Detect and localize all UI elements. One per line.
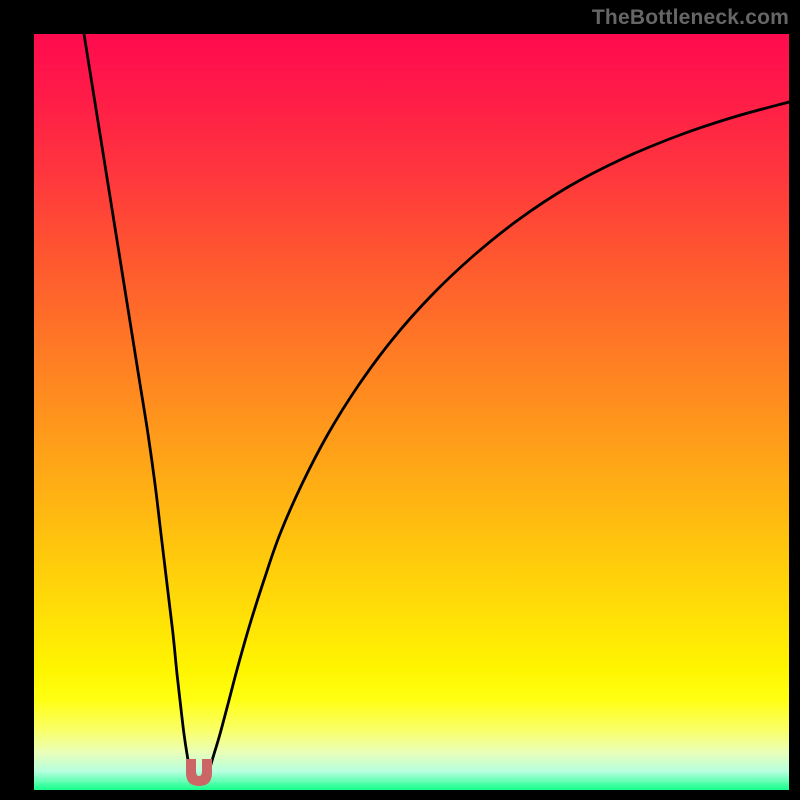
watermark-text: TheBottleneck.com <box>592 6 789 30</box>
heatmap-gradient-background <box>34 34 789 790</box>
plot-area <box>34 34 789 790</box>
bottom-green-strip <box>34 780 789 790</box>
